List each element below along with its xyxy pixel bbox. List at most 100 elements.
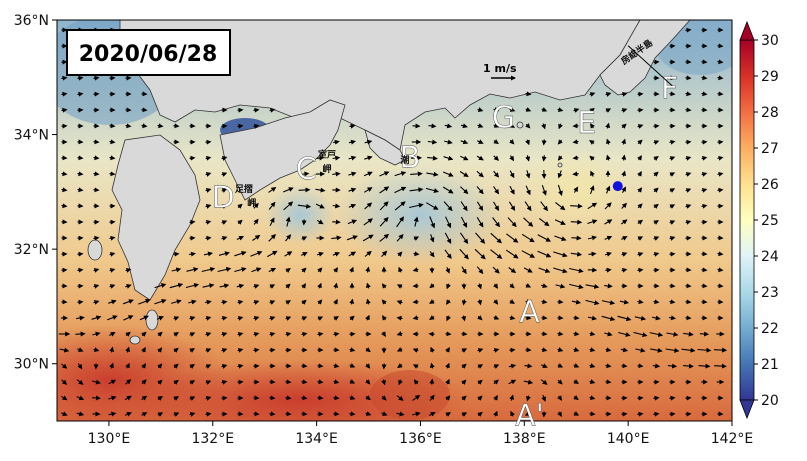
current-vector bbox=[138, 298, 151, 305]
current-vector bbox=[365, 411, 372, 416]
current-vector bbox=[365, 314, 370, 321]
current-vector bbox=[398, 266, 403, 273]
current-vector bbox=[221, 364, 228, 369]
current-vector bbox=[189, 396, 196, 401]
current-vector bbox=[92, 331, 101, 337]
current-vector bbox=[589, 92, 596, 97]
current-vector bbox=[381, 331, 386, 337]
current-vector bbox=[461, 379, 467, 385]
current-vector bbox=[349, 315, 355, 321]
current-vector bbox=[365, 379, 371, 385]
current-vector bbox=[653, 203, 659, 209]
current-vector bbox=[590, 123, 595, 129]
current-vector bbox=[572, 171, 579, 177]
current-vector bbox=[205, 204, 212, 209]
current-vector bbox=[509, 155, 515, 162]
current-vector bbox=[509, 394, 515, 401]
current-vector bbox=[428, 123, 437, 129]
current-vector bbox=[61, 379, 68, 385]
current-vector bbox=[604, 283, 613, 289]
current-vector bbox=[477, 315, 483, 321]
current-vector bbox=[477, 107, 484, 112]
current-vector bbox=[109, 123, 116, 129]
colorbar-tick-label: 26 bbox=[761, 177, 779, 193]
current-vector bbox=[685, 204, 692, 209]
current-vector bbox=[444, 123, 453, 129]
current-vector bbox=[493, 170, 500, 178]
current-vector bbox=[382, 315, 387, 321]
island bbox=[516, 121, 524, 129]
current-vector bbox=[445, 412, 451, 417]
current-vector bbox=[297, 203, 312, 209]
current-vector bbox=[477, 348, 484, 353]
current-vector bbox=[346, 235, 358, 241]
current-vector bbox=[526, 395, 531, 402]
current-vector bbox=[493, 155, 500, 161]
current-vector bbox=[523, 217, 534, 227]
current-vector bbox=[349, 123, 356, 129]
current-vector bbox=[523, 379, 534, 385]
current-vector bbox=[125, 331, 131, 337]
current-vector bbox=[154, 283, 167, 289]
current-vector bbox=[381, 283, 387, 289]
current-vector bbox=[205, 364, 212, 369]
current-vector bbox=[205, 219, 212, 225]
current-vector bbox=[493, 364, 500, 369]
lon-tick-label: 130°E bbox=[88, 431, 131, 447]
current-vector bbox=[412, 395, 421, 401]
current-vector bbox=[269, 300, 276, 305]
current-vector bbox=[701, 91, 708, 97]
current-vector bbox=[188, 251, 196, 257]
current-vector bbox=[540, 379, 548, 385]
current-vector bbox=[61, 171, 68, 177]
current-vector bbox=[669, 411, 676, 417]
current-vector bbox=[653, 156, 659, 161]
current-vector bbox=[173, 123, 180, 129]
current-vector bbox=[555, 283, 566, 289]
current-vector bbox=[381, 379, 387, 386]
current-vector bbox=[541, 123, 546, 130]
current-vector bbox=[605, 363, 612, 369]
current-vector bbox=[685, 155, 692, 161]
lat-tick-label: 36°N bbox=[14, 13, 49, 29]
current-vector bbox=[189, 348, 195, 353]
current-vector bbox=[605, 347, 612, 353]
current-vector bbox=[525, 283, 532, 288]
current-vector bbox=[429, 315, 435, 320]
current-vector bbox=[189, 219, 196, 225]
current-vector bbox=[412, 364, 419, 369]
island bbox=[557, 162, 563, 168]
current-vector bbox=[366, 282, 371, 289]
current-vector bbox=[701, 203, 708, 209]
current-vector bbox=[91, 315, 102, 321]
current-vector bbox=[538, 217, 550, 227]
current-vector bbox=[253, 218, 259, 225]
current-vector bbox=[253, 107, 260, 113]
current-vector bbox=[554, 219, 566, 225]
current-vector bbox=[332, 155, 341, 161]
current-vector bbox=[252, 234, 261, 241]
current-vector bbox=[141, 331, 147, 337]
current-vector bbox=[61, 75, 68, 81]
current-vector bbox=[394, 186, 407, 194]
current-vector bbox=[493, 347, 500, 353]
current-vector bbox=[429, 394, 435, 401]
current-vector bbox=[476, 186, 484, 195]
current-vector bbox=[315, 203, 325, 209]
current-vector bbox=[108, 299, 117, 305]
current-vector bbox=[201, 267, 216, 273]
current-vector bbox=[365, 266, 371, 273]
current-vector bbox=[521, 250, 536, 258]
current-vector bbox=[333, 316, 339, 321]
current-vector bbox=[637, 299, 644, 305]
current-vector bbox=[396, 315, 403, 321]
current-vector bbox=[553, 267, 568, 274]
current-vector bbox=[493, 379, 499, 385]
current-vector bbox=[364, 155, 373, 161]
current-vector bbox=[445, 347, 450, 353]
current-vector bbox=[477, 299, 483, 306]
current-vector bbox=[492, 266, 500, 274]
current-vector bbox=[573, 395, 579, 400]
colorbar-tick-label: 23 bbox=[761, 285, 779, 301]
current-vector bbox=[364, 187, 373, 193]
